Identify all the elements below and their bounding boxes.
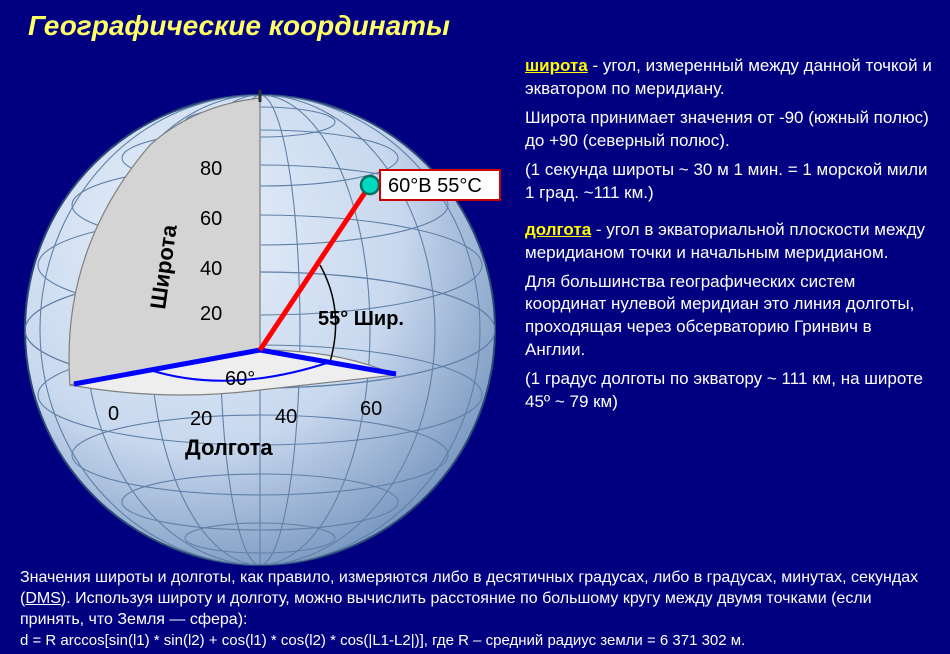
coord-label: 60°В 55°С — [388, 175, 482, 197]
lon-note1: Для большинства географических систем ко… — [525, 271, 935, 363]
bottom-l1b: ). Используя широту и долготу, можно выч… — [20, 590, 872, 628]
term-lon: долгота — [525, 220, 591, 239]
term-lat: широта — [525, 56, 588, 75]
lat-note: (1 секунда широты ~ 30 м 1 мин. = 1 морс… — [525, 159, 935, 205]
lat-range: Широта принимает значения от -90 (южный … — [525, 107, 935, 153]
coord-point — [361, 176, 379, 194]
lon-tick-40: 40 — [275, 406, 297, 428]
globe-diagram: 20 40 60 80 Широта 0 20 40 60 Долгота 60… — [0, 50, 520, 570]
lat-tick-60: 60 — [200, 208, 222, 230]
lat-tick-20: 20 — [200, 303, 222, 325]
page-title: Географические координаты — [28, 10, 450, 42]
lon-note2: (1 градус долготы по экватору ~ 111 км, … — [525, 368, 935, 414]
definitions: широта - угол, измеренный между данной т… — [525, 55, 935, 420]
lon-axis-label: Долгота — [185, 435, 273, 460]
bottom-notes: Значения широты и долготы, как правило, … — [20, 568, 930, 650]
lon-angle-label: 60° — [225, 368, 255, 390]
lat-angle-label: 55° Шир. — [318, 308, 404, 330]
lat-tick-80: 80 — [200, 158, 222, 180]
lon-tick-0: 0 — [108, 403, 119, 425]
lon-tick-20: 20 — [190, 408, 212, 430]
dms-term: DMS — [25, 590, 61, 607]
lat-tick-40: 40 — [200, 258, 222, 280]
lon-tick-60: 60 — [360, 398, 382, 420]
formula: d = R arccos[sin(l1) * sin(l2) + cos(l1)… — [20, 631, 930, 651]
